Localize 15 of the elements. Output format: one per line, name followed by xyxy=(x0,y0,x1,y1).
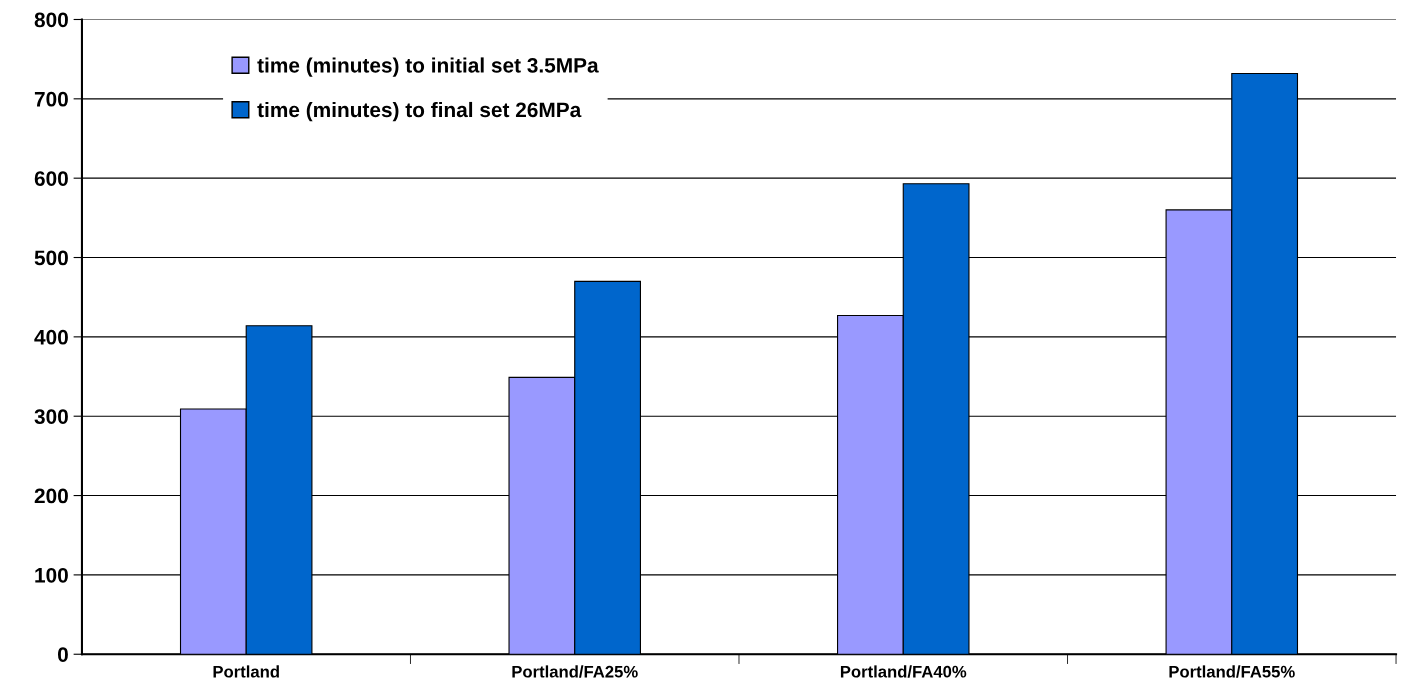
y-tick-label: 200 xyxy=(34,488,68,504)
y-tick-label: 0 xyxy=(58,647,68,662)
x-tick-label: Portland/FA25% xyxy=(512,665,638,678)
y-tick-label: 500 xyxy=(34,250,68,266)
y-tick-label: 400 xyxy=(34,329,68,345)
x-tick-label: Portland/FA40% xyxy=(840,665,967,678)
y-tick-label: 300 xyxy=(34,409,68,424)
legend-label: time (minutes) to final set 26MPa xyxy=(257,101,582,122)
y-tick-label: 700 xyxy=(34,91,68,107)
y-tick-label: 800 xyxy=(34,12,68,28)
x-tick-label: Portland/FA55% xyxy=(1169,665,1295,678)
y-tick-label: 100 xyxy=(35,567,68,583)
legend-label: time (minutes) to initial set 3.5MPa xyxy=(257,57,599,77)
x-tick-label: Portland xyxy=(213,665,279,678)
y-tick-label: 600 xyxy=(34,171,68,186)
